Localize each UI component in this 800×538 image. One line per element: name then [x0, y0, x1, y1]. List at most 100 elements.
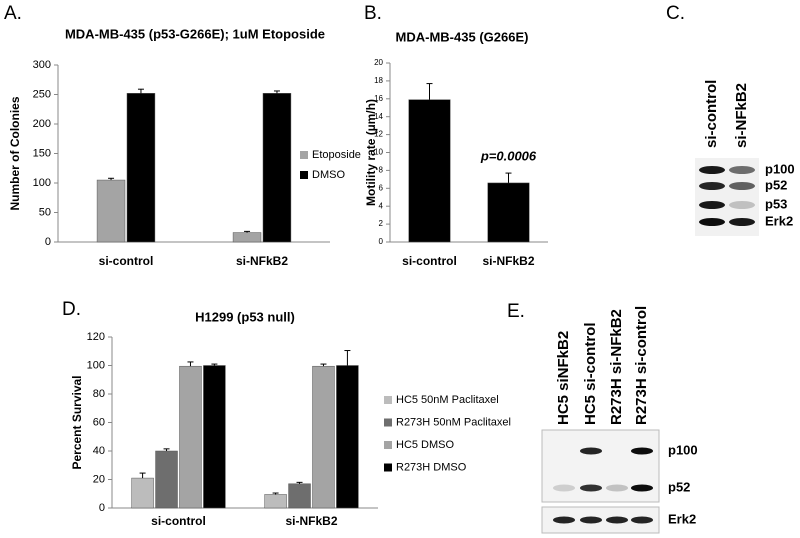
blot-band: [699, 201, 725, 209]
x-tick-label: si-NFkB2: [285, 514, 337, 528]
bar: [408, 99, 451, 243]
error-bar: [137, 88, 144, 94]
x-tick-label: si-NFkB2: [236, 254, 288, 268]
y-tick-label: 40: [93, 445, 105, 457]
y-tick-label: 4: [379, 201, 384, 210]
band-label: p53: [765, 196, 787, 211]
legend-label: R273H DMSO: [396, 461, 467, 473]
blot-band: [580, 484, 602, 492]
error-bar: [426, 83, 433, 100]
blot-band: [553, 484, 575, 492]
band-label: Erk2: [765, 213, 793, 228]
bar: [131, 477, 154, 509]
blot-band: [631, 484, 653, 492]
legend-swatch: [384, 441, 392, 449]
bar: [96, 179, 126, 243]
band-label: Erk2: [668, 511, 696, 526]
bar: [155, 450, 178, 509]
error-bar: [273, 90, 280, 94]
error-bar: [187, 361, 194, 367]
blot-band: [553, 516, 575, 524]
chart-title: H1299 (p53 null): [195, 309, 295, 324]
y-tick-label: 0: [379, 237, 384, 246]
legend-swatch: [384, 396, 392, 404]
lane-label: si-NFkB2: [733, 83, 750, 148]
y-tick-label: 20: [93, 473, 105, 485]
legend-swatch: [300, 151, 308, 159]
bar: [126, 93, 156, 243]
bar: [203, 365, 226, 509]
bar: [232, 232, 262, 243]
y-tick-label: 100: [87, 359, 105, 371]
bar: [262, 93, 292, 243]
error-bar: [244, 230, 251, 233]
y-tick-label: 18: [374, 76, 383, 85]
bar: [312, 365, 335, 509]
blot-band: [699, 182, 725, 190]
chart-title: MDA-MB-435 (p53-G266E); 1uM Etoposide: [65, 26, 325, 41]
y-tick-label: 50: [39, 206, 51, 218]
y-axis-label: Number of Colonies: [8, 96, 22, 210]
error-bar: [108, 177, 115, 181]
blot-band: [729, 182, 755, 190]
y-tick-label: 10: [374, 148, 383, 157]
band-label: p52: [765, 177, 787, 192]
band-label: p100: [668, 442, 698, 457]
y-tick-label: 14: [374, 112, 383, 121]
y-tick-label: 12: [374, 130, 383, 139]
legend-label: HC5 DMSO: [396, 439, 455, 451]
chart-title: MDA-MB-435 (G266E): [396, 29, 529, 44]
panel-letter: B.: [364, 3, 382, 24]
y-axis-label: Percent Survival: [70, 375, 84, 469]
y-tick-label: 16: [374, 94, 383, 103]
y-tick-label: 100: [33, 177, 51, 189]
error-bar: [163, 448, 170, 451]
panel-letter: E.: [507, 301, 525, 322]
annotation: p=0.0006: [480, 148, 537, 163]
blot-band: [699, 166, 725, 174]
blot-band: [631, 516, 653, 524]
error-bar: [296, 481, 303, 484]
legend-label: HC5 50nM Paclitaxel: [396, 394, 499, 406]
y-axis-label: Motility rate (µm/h): [364, 99, 378, 206]
y-tick-label: 80: [93, 388, 105, 400]
blot-band: [580, 447, 602, 455]
band-label: p52: [668, 479, 690, 494]
y-tick-label: 60: [93, 416, 105, 428]
lane-label: R273H si-control: [633, 306, 650, 425]
x-tick-label: si-control: [402, 254, 457, 268]
y-tick-label: 150: [33, 147, 51, 159]
legend-label: R273H 50nM Paclitaxel: [396, 416, 511, 428]
y-tick-label: 0: [99, 502, 105, 514]
bar: [487, 182, 530, 243]
panel-letter: D.: [62, 299, 81, 320]
y-tick-label: 6: [379, 183, 384, 192]
y-tick-label: 300: [33, 59, 51, 71]
error-bar: [272, 492, 279, 495]
lane-label: R273H si-NFkB2: [608, 309, 625, 425]
x-tick-label: si-NFkB2: [482, 254, 534, 268]
error-bar: [320, 363, 327, 367]
y-tick-label: 8: [379, 166, 384, 175]
blot-band: [580, 516, 602, 524]
legend-swatch: [384, 463, 392, 472]
y-tick-label: 0: [45, 236, 51, 248]
bar: [264, 494, 287, 509]
bar: [179, 365, 202, 509]
legend-swatch: [384, 418, 392, 427]
blot-band: [729, 218, 755, 226]
blot-band: [606, 484, 628, 492]
blot-band: [606, 516, 628, 524]
blot-band: [631, 447, 653, 455]
lane-label: HC5 si-control: [582, 322, 599, 425]
y-tick-label: 2: [379, 219, 384, 228]
error-bar: [505, 172, 512, 183]
y-tick-label: 120: [87, 331, 105, 343]
panel-letter: C.: [666, 3, 685, 24]
x-tick-label: si-control: [99, 254, 154, 268]
error-bar: [344, 350, 351, 366]
panel-letter: A.: [4, 3, 22, 24]
lane-label: HC5 siNFkB2: [555, 331, 572, 425]
x-tick-label: si-control: [151, 514, 206, 528]
